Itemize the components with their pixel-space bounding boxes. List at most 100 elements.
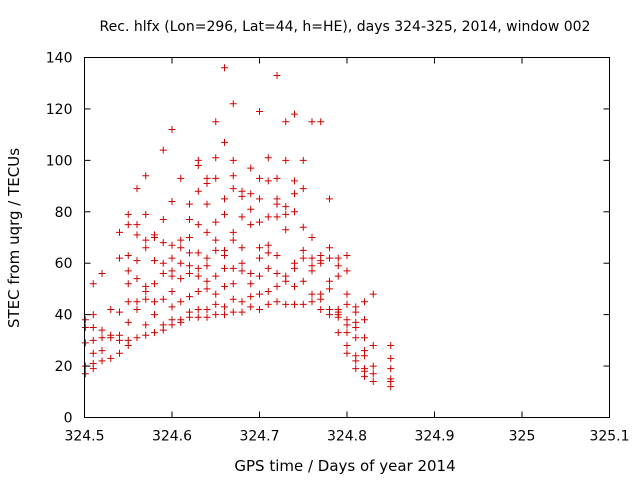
data-point [361,365,368,373]
data-point [194,306,202,313]
x-axis-label: GPS time / Days of year 2014 [234,457,455,475]
data-point [98,334,106,342]
data-point [282,118,290,126]
data-point [256,272,263,280]
data-point [98,270,106,277]
data-point [352,352,360,360]
data-point [326,254,333,262]
data-point [264,264,272,272]
data-point [387,342,395,349]
data-point [133,257,141,265]
data-point [264,241,272,249]
data-point [369,378,377,385]
data-point [203,254,211,262]
data-point [291,259,298,267]
data-point [133,334,141,342]
data-point [361,298,368,306]
data-point [124,336,132,344]
data-point [229,295,237,303]
x-tick-label: 324.8 [327,429,367,445]
data-point [326,195,333,203]
data-point [212,290,220,298]
data-point [212,154,220,162]
plot-frame [84,57,610,418]
data-point [124,267,132,275]
data-point [282,210,290,218]
data-point [291,110,298,118]
data-point [151,298,158,306]
y-axis-label: STEC from uqrg / TECUs [5,148,23,328]
data-point [89,349,97,357]
data-point [273,252,281,259]
data-point [369,290,377,298]
data-point [229,308,237,316]
data-point [212,311,220,319]
data-point [369,362,377,370]
data-point [273,195,281,203]
data-point [343,267,351,275]
data-point [159,216,167,223]
data-point [212,218,220,226]
data-point [343,316,351,324]
data-point [247,303,255,311]
data-point [229,100,237,108]
data-point [238,308,246,316]
data-point [317,290,325,298]
data-point [299,300,307,308]
data-point [273,174,281,182]
data-point [387,354,395,362]
data-point [142,172,150,180]
data-point [203,313,211,321]
data-point [221,311,228,319]
data-point [177,244,185,252]
data-point [273,298,281,306]
data-point [168,126,176,133]
data-point [282,226,290,234]
data-point [317,306,325,313]
data-point [308,234,316,241]
data-point [326,244,333,252]
data-point [142,236,150,244]
data-point [212,300,220,308]
data-point [168,303,176,311]
x-tick-label: 325 [509,429,536,445]
x-tick-label: 324.6 [152,429,192,445]
data-point [168,241,176,249]
y-tick-label: 140 [46,51,73,67]
data-point [256,244,263,252]
data-point [256,195,263,203]
data-point [124,298,132,306]
data-point [291,190,298,198]
y-tick-label: 0 [64,411,73,427]
data-point [124,210,132,218]
y-tick-label: 100 [46,153,73,169]
data-point [352,365,360,373]
data-point [326,306,333,313]
data-point [299,277,307,285]
data-point [194,272,202,280]
data-point [282,300,290,308]
data-point [142,210,150,218]
data-point [89,336,97,344]
data-point [247,190,255,198]
data-point [203,262,211,270]
data-point [133,231,141,239]
data-point [291,300,298,308]
data-point [142,331,150,339]
data-point [107,306,115,313]
data-point [334,272,342,280]
data-point [352,318,360,326]
x-tick-label: 324.5 [64,429,104,445]
data-point [212,246,220,254]
data-point [89,360,97,367]
data-point [151,311,158,319]
data-point [168,316,176,324]
x-tick-label: 324.7 [239,429,279,445]
data-point [124,221,132,229]
data-point [334,254,342,262]
data-point [343,252,351,259]
y-tick-label: 80 [55,205,73,221]
data-point [221,246,228,254]
data-point [361,347,368,355]
y-tick-label: 20 [55,359,73,375]
